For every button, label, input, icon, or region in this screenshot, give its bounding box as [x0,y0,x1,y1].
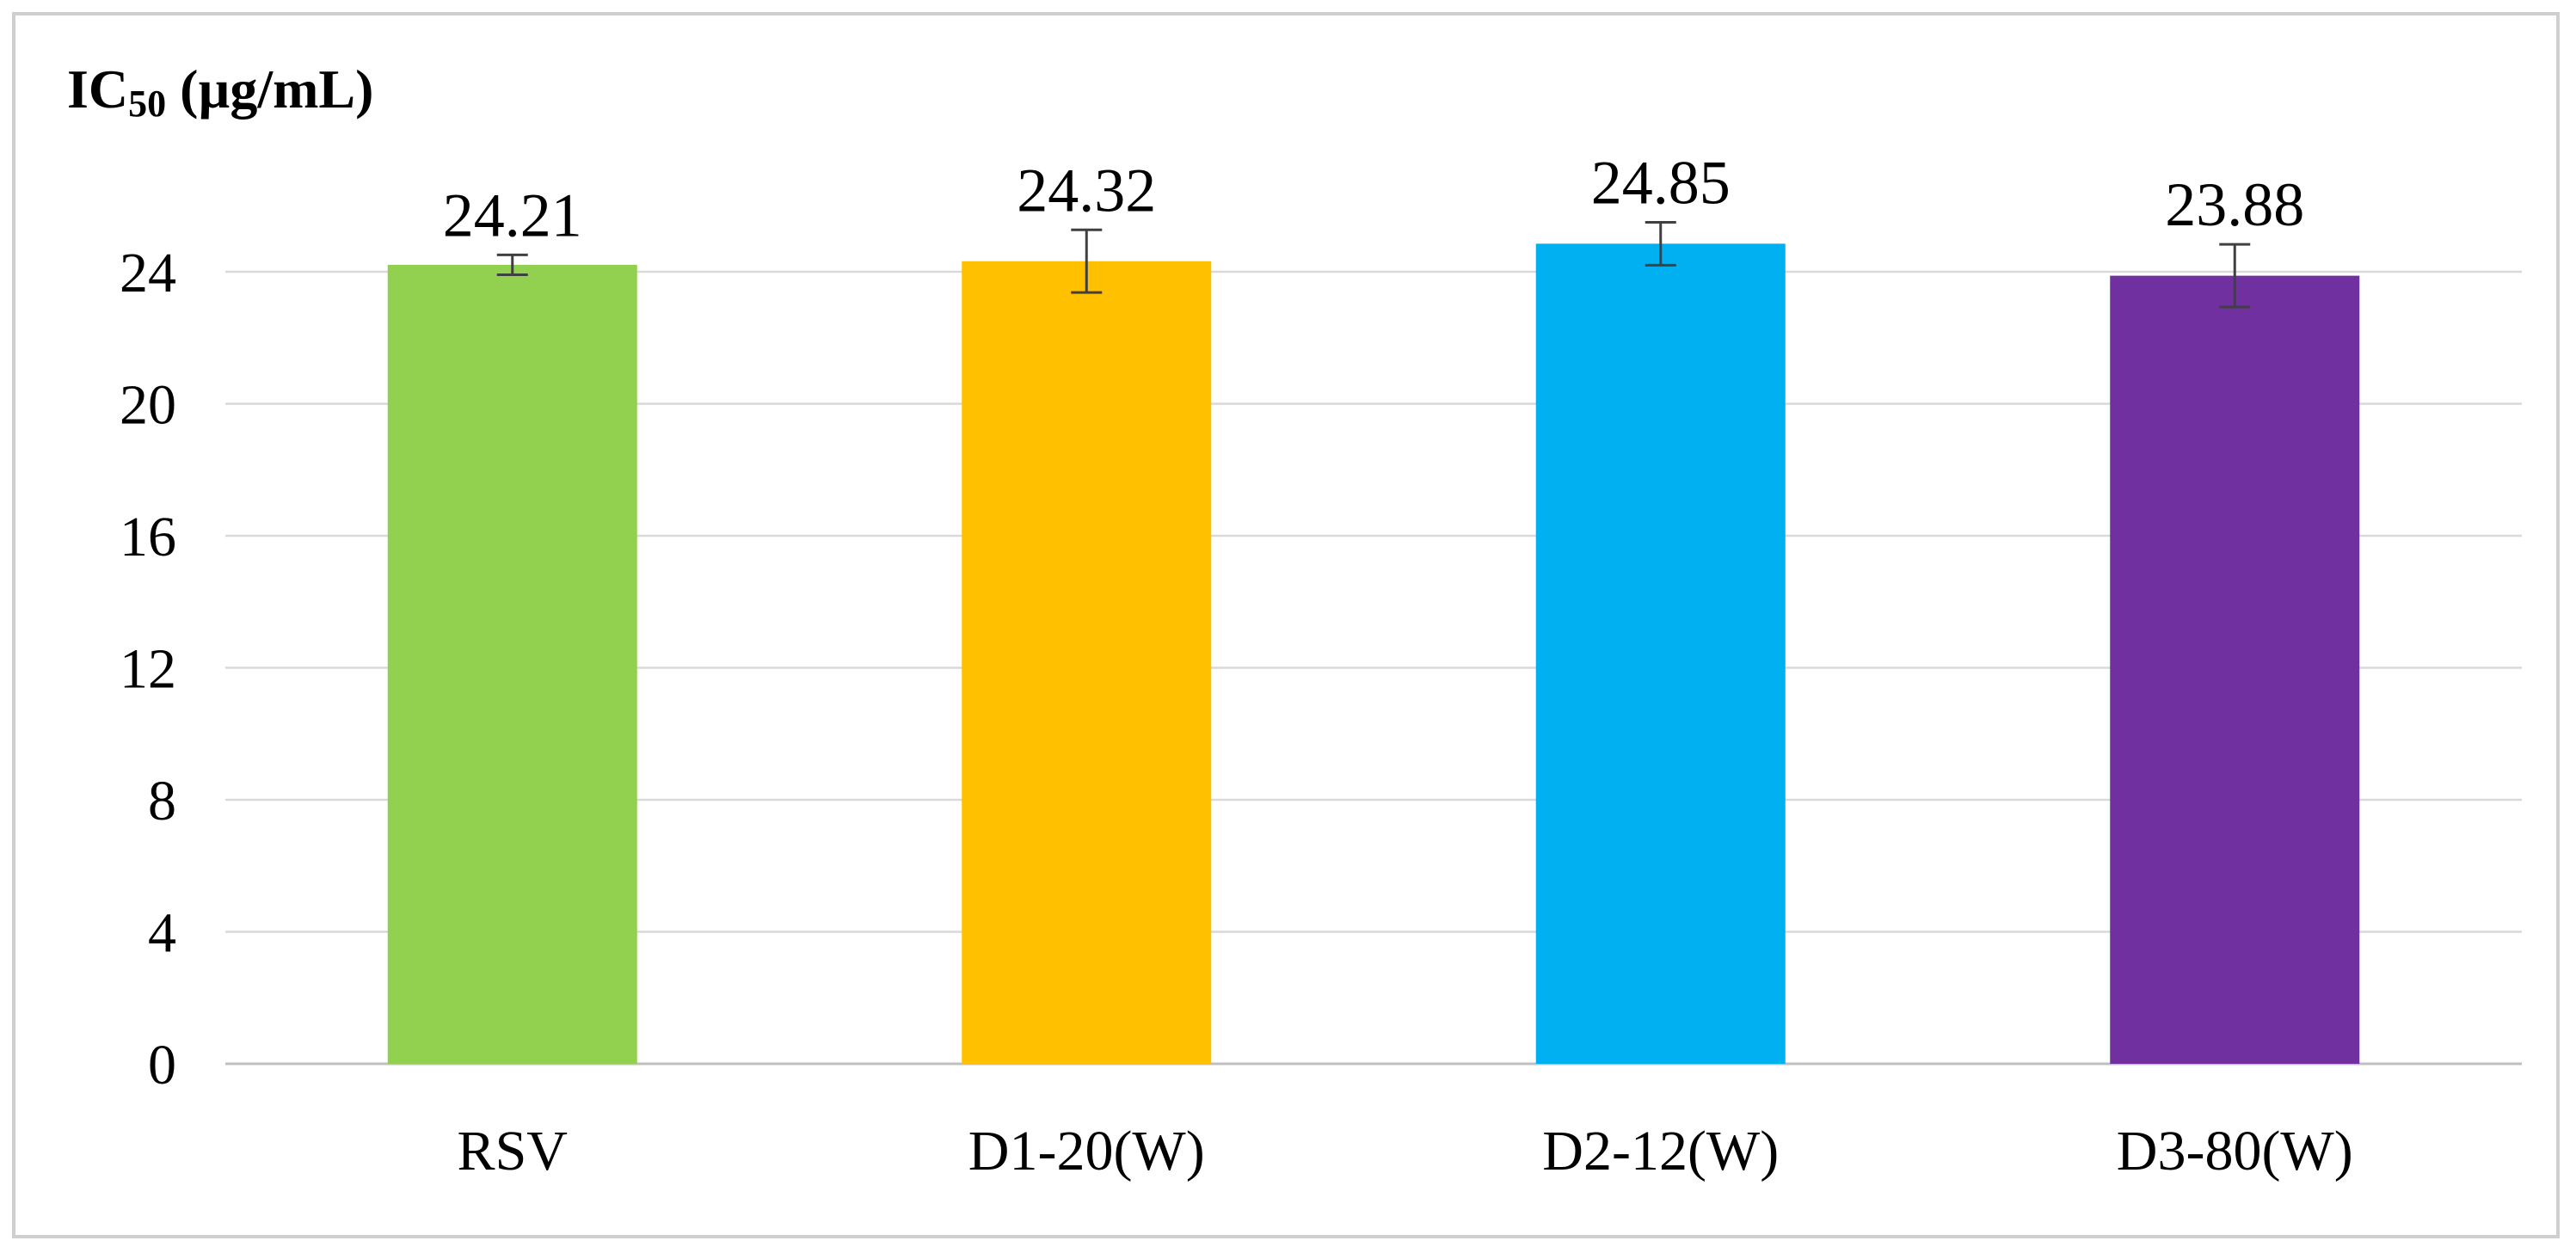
x-axis-ticks: RSV D1-20(W) D2-12(W) D3-80(W) [458,1120,2353,1182]
y-tick-label: 0 [148,1034,176,1096]
y-axis-label: IC50 (µg/mL) [67,58,373,125]
bar [387,264,637,1064]
error-bar [496,253,528,276]
y-tick-label: 12 [120,638,176,701]
data-labels: 24.21 24.32 24.85 23.88 [443,148,2305,249]
error-bar [1645,220,1676,267]
y-tick-label: 4 [148,902,176,965]
x-tick-label: D2-12(W) [1542,1120,1779,1182]
y-tick-label: 24 [120,242,176,304]
bars [387,243,2360,1065]
error-bars [496,220,2251,309]
bar [962,261,1212,1065]
bar [2110,275,2360,1065]
y-axis-label-prefix: IC [67,58,128,120]
x-tick-label: D3-80(W) [2117,1120,2353,1182]
x-tick-label: D1-20(W) [968,1120,1205,1182]
y-tick-label: 16 [120,506,176,568]
data-label: 23.88 [2165,170,2304,239]
error-bar [1071,228,1103,294]
error-bar [2219,243,2251,309]
y-axis-ticks: 0 4 8 12 16 20 24 [120,242,176,1096]
y-tick-label: 20 [120,374,176,437]
data-label: 24.85 [1591,148,1731,217]
data-label: 24.21 [443,181,582,249]
x-tick-label: RSV [458,1120,568,1182]
y-axis-label-subscript: 50 [128,83,166,125]
bar [1535,243,1786,1065]
data-label: 24.32 [1017,156,1156,224]
y-axis-label-suffix: (µg/mL) [166,58,373,120]
y-tick-label: 8 [148,770,176,832]
